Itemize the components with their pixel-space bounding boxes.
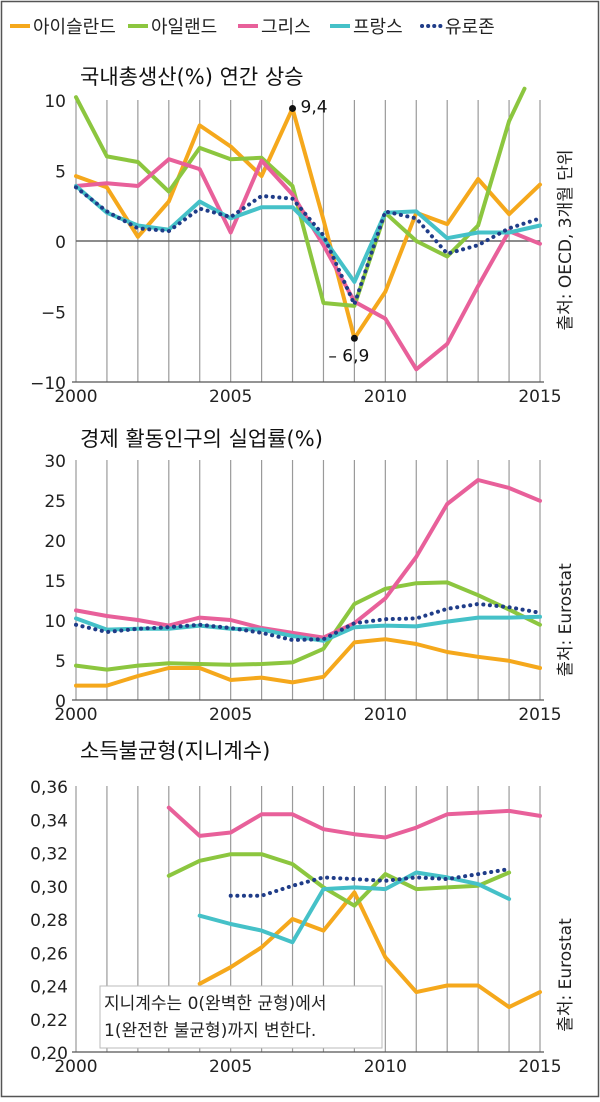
source-label: 출처: OECD, 3개월 단위 <box>556 149 576 330</box>
annotation-label: – 6,9 <box>328 346 369 366</box>
y-tick-label: 0,34 <box>30 811 68 831</box>
y-tick-label: −10 <box>30 374 66 394</box>
legend-item: 아이슬란드 <box>10 17 116 38</box>
series-line: 유로존 <box>228 867 512 898</box>
y-tick-label: 10 <box>44 612 66 632</box>
x-tick-label: 2015 <box>518 705 561 725</box>
annotation-label: 9,4 <box>301 97 328 117</box>
x-tick-label: 2000 <box>54 387 97 407</box>
legend-item: 프랑스 <box>330 17 403 38</box>
note-text: 1(완전한 불균형)까지 변한다. <box>104 1021 316 1041</box>
note-background <box>99 985 383 1049</box>
note-box: 지니계수는 0(완벽한 균형)에서 1(완전한 불균형)까지 변한다. <box>99 985 383 1049</box>
x-tick-label: 2000 <box>54 1057 97 1077</box>
legend-item: 유로존 <box>420 17 495 38</box>
y-tick-label: 0 <box>55 233 66 253</box>
x-tick-label: 2015 <box>518 387 561 407</box>
x-tick-label: 2015 <box>518 1057 561 1077</box>
chart-panel-3: 0,36 0,34 0,32 0,30 0,28 0,26 0,24 0,22 0,202000… <box>30 739 576 1077</box>
y-tick-label: 15 <box>44 572 66 592</box>
y-tick-label: 0 <box>55 692 66 712</box>
y-tick-label: 0,28 <box>30 911 68 931</box>
series-line: 아이슬란드 <box>74 106 542 341</box>
legend-item: 아일랜드 <box>128 17 217 38</box>
y-tick-label: 0,24 <box>30 978 68 998</box>
y-tick-label: 0,20 <box>30 1044 68 1064</box>
series-line: 프랑스 <box>197 870 512 945</box>
y-tick-label: −5 <box>41 304 66 324</box>
x-tick-label: 2010 <box>364 1057 407 1077</box>
legend-label: 유로존 <box>445 17 495 38</box>
series-line: 아일랜드 <box>166 852 512 908</box>
annotation-marker <box>350 334 358 342</box>
source-label: 출처: Eurostat <box>556 918 576 1032</box>
legend-item: 그리스 <box>238 17 311 38</box>
y-tick-label: 0,30 <box>30 878 68 898</box>
series-line: 유로존 <box>74 602 542 642</box>
chart-title: 소득불균형(지니계수) <box>80 739 270 763</box>
chart-title: 국내총생산(%) 연간 상승 <box>80 65 304 89</box>
y-tick-label: 30 <box>44 452 66 472</box>
source-label: 출처: Eurostat <box>556 563 576 677</box>
x-tick-label: 2010 <box>364 705 407 725</box>
legend: 아이슬란드 아일랜드 그리스 프랑스 유로존 <box>10 17 495 38</box>
series-line: 유로존 <box>74 185 542 307</box>
y-tick-label: 5 <box>55 163 66 183</box>
series-line: 아이슬란드 <box>197 890 542 1010</box>
y-tick-label: 0,22 <box>30 1011 68 1031</box>
legend-label: 아이슬란드 <box>33 17 116 38</box>
y-tick-label: 0,36 <box>30 778 68 798</box>
y-tick-label: 5 <box>55 652 66 672</box>
x-tick-label: 2005 <box>209 705 252 725</box>
annotation-marker <box>289 104 297 112</box>
y-tick-label: 0,32 <box>30 845 68 865</box>
legend-label: 프랑스 <box>353 17 403 38</box>
series-line: 프랑스 <box>74 184 542 284</box>
x-tick-label: 2010 <box>364 387 407 407</box>
y-tick-label: 20 <box>44 532 66 552</box>
y-tick-label: 25 <box>44 492 66 512</box>
x-tick-label: 2005 <box>209 1057 252 1077</box>
y-tick-label: 0,26 <box>30 944 68 964</box>
series-line: 아일랜드 <box>74 86 527 308</box>
chart-title: 경제 활동인구의 실업률(%) <box>80 427 323 451</box>
y-tick-label: 10 <box>44 92 66 112</box>
legend-label: 그리스 <box>261 17 311 38</box>
series-line: 아일랜드 <box>74 580 542 672</box>
note-text: 지니계수는 0(완벽한 균형)에서 <box>104 994 327 1014</box>
legend-label: 아일랜드 <box>151 17 217 38</box>
x-tick-label: 2005 <box>209 387 252 407</box>
series-line: 아이슬란드 <box>74 637 542 688</box>
series-line: 그리스 <box>166 805 542 840</box>
x-tick-label: 2000 <box>54 705 97 725</box>
series-line: 그리스 <box>74 478 542 640</box>
